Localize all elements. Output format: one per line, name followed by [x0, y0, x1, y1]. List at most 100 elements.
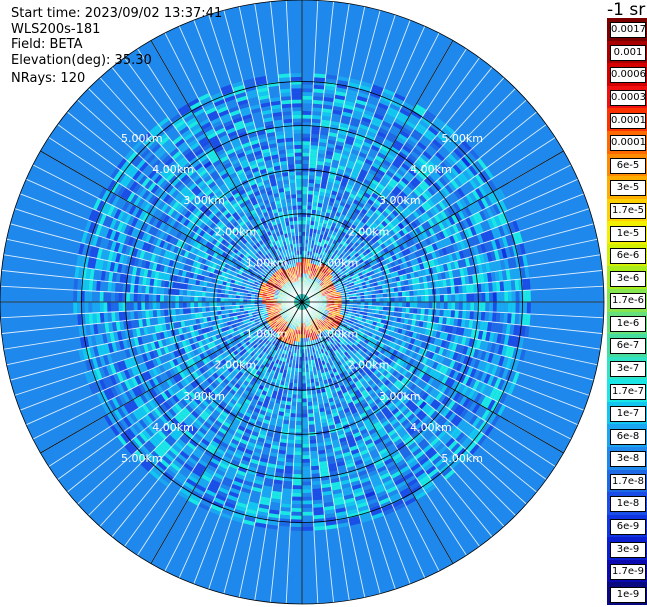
beta-cell [406, 138, 417, 148]
beta-cell [392, 96, 405, 105]
beta-cell [320, 276, 324, 281]
beta-cell [359, 168, 369, 176]
beta-cell [348, 257, 354, 263]
beta-cell [281, 495, 292, 501]
beta-cell [515, 290, 520, 302]
beta-cell [444, 254, 451, 264]
beta-cell [409, 212, 417, 221]
beta-cell [309, 450, 318, 456]
beta-cell [426, 174, 436, 185]
beta-cell [394, 302, 399, 308]
beta-cell [318, 195, 325, 201]
beta-cell [471, 162, 482, 175]
beta-cell [426, 209, 434, 219]
beta-cell [343, 257, 349, 263]
beta-cell [407, 193, 416, 202]
beta-cell [302, 462, 311, 467]
beta-cell [338, 248, 344, 254]
beta-cell [434, 223, 442, 233]
beta-cell [342, 262, 348, 268]
beta-cell [468, 165, 478, 177]
beta-cell [409, 290, 414, 297]
beta-cell [376, 196, 385, 204]
beta-cell [421, 191, 430, 201]
beta-cell [381, 141, 392, 150]
beta-cell [316, 164, 324, 170]
beta-cell [392, 121, 404, 130]
beta-cell [345, 135, 356, 142]
beta-cell [376, 151, 387, 160]
beta-cell [305, 228, 310, 233]
beta-cell [330, 271, 335, 276]
beta-cell [333, 102, 345, 108]
beta-cell [420, 308, 425, 315]
beta-cell [309, 443, 318, 448]
beta-cell [407, 153, 418, 163]
beta-cell [462, 228, 470, 239]
beta-cell [311, 209, 317, 215]
beta-cell [305, 224, 311, 229]
beta-cell [373, 281, 378, 287]
beta-cell [347, 209, 355, 216]
beta-cell [454, 310, 459, 319]
beta-cell [403, 123, 415, 133]
beta-cell [404, 185, 414, 194]
beta-cell [302, 451, 310, 456]
beta-cell [343, 170, 352, 177]
beta-cell [374, 209, 382, 217]
beta-cell [464, 206, 473, 217]
beta-cell [451, 302, 456, 310]
beta-cell [302, 107, 313, 112]
beta-cell [302, 118, 312, 123]
beta-cell [325, 253, 330, 258]
beta-cell [316, 265, 321, 270]
beta-cell [346, 274, 351, 279]
beta-cell [326, 143, 336, 149]
beta-cell [282, 484, 293, 490]
beta-cell [310, 271, 314, 276]
beta-cell [471, 176, 482, 188]
beta-cell [440, 210, 448, 220]
beta-cell [372, 212, 380, 219]
beta-cell [398, 302, 403, 308]
beta-cell [329, 251, 334, 256]
beta-cell [302, 250, 305, 255]
beta-cell [399, 130, 411, 139]
beta-cell [381, 190, 389, 198]
beta-cell [319, 254, 323, 259]
beta-cell [302, 126, 312, 130]
beta-cell [427, 218, 435, 228]
beta-cell [415, 196, 425, 206]
beta-cell [346, 255, 352, 261]
beta-cell [485, 262, 491, 273]
beta-cell [375, 155, 385, 163]
beta-cell [327, 287, 332, 291]
beta-cell [323, 165, 331, 171]
beta-cell [449, 166, 460, 177]
beta-cell [302, 103, 313, 108]
beta-cell [297, 390, 302, 395]
beta-cell [322, 108, 333, 114]
beta-cell [347, 180, 356, 187]
beta-cell [293, 458, 302, 463]
beta-cell [344, 96, 357, 103]
beta-cell [458, 250, 465, 260]
beta-cell [307, 201, 313, 206]
beta-cell [382, 159, 392, 168]
beta-cell [421, 203, 430, 212]
beta-cell [287, 439, 295, 444]
beta-cell [326, 285, 331, 289]
beta-cell [432, 193, 442, 203]
beta-cell [402, 198, 411, 207]
beta-cell [401, 126, 413, 136]
beta-cell [388, 256, 394, 263]
beta-cell [411, 251, 417, 260]
beta-cell [389, 243, 396, 250]
beta-cell [325, 150, 334, 156]
beta-cell [447, 253, 454, 263]
beta-cell [329, 194, 337, 200]
beta-cell [327, 273, 332, 278]
beta-cell [344, 203, 351, 210]
beta-cell [307, 190, 314, 195]
beta-cell [312, 271, 316, 276]
